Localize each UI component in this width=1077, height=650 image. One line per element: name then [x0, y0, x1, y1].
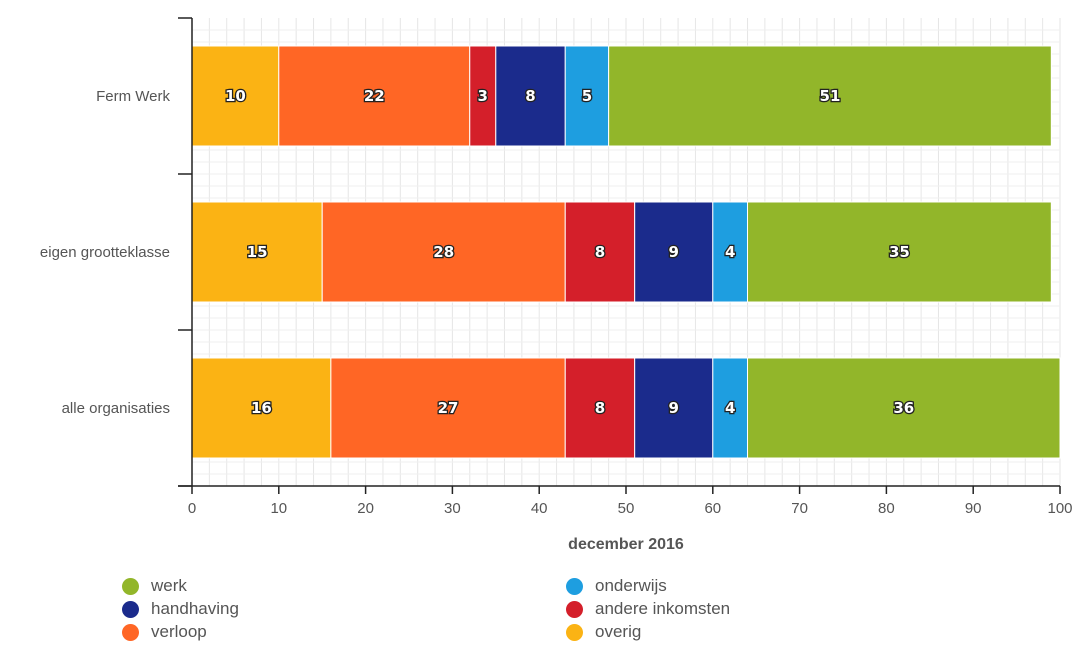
category-label: Ferm Werk	[96, 88, 170, 105]
x-tick-label: 80	[878, 500, 895, 517]
legend-label: onderwijs	[595, 576, 667, 595]
data-label: 27	[438, 399, 459, 417]
x-tick-label: 40	[531, 500, 548, 517]
legend-item-verloop[interactable]: verloop	[122, 622, 207, 642]
x-tick-label: 0	[188, 500, 196, 517]
bar-segment-onderwijs	[712, 201, 749, 303]
legend-marker-icon	[122, 623, 139, 641]
data-label: 15	[247, 243, 268, 261]
legend-item-onderwijs[interactable]: onderwijs	[566, 576, 667, 596]
data-label: 10	[225, 87, 246, 105]
category-label: alle organisaties	[62, 400, 170, 417]
bar-segment-handhaving	[634, 357, 714, 459]
bar-segment-verloop	[321, 201, 566, 303]
data-label: 36	[893, 399, 914, 417]
bar-segment-werk	[747, 357, 1061, 459]
legend-label: werk	[151, 576, 187, 595]
legend-label: overig	[595, 622, 642, 641]
legend-marker-icon	[566, 600, 583, 618]
data-label: 8	[595, 399, 605, 417]
x-tick-label: 90	[965, 500, 982, 517]
legend-label: handhaving	[151, 599, 239, 618]
data-label: 28	[433, 243, 454, 261]
legend-label: verloop	[151, 622, 207, 641]
bar-segment-werk	[747, 201, 1052, 303]
bar-segment-onderwijs	[712, 357, 749, 459]
legend-item-werk[interactable]: werk	[122, 576, 187, 596]
bar-segment-werk	[608, 45, 1052, 147]
data-label: 22	[364, 87, 385, 105]
x-tick-label: 20	[357, 500, 374, 517]
data-label: 5	[582, 87, 592, 105]
category-label: eigen grootteklasse	[40, 244, 170, 261]
legend-marker-icon	[566, 577, 583, 595]
legend-marker-icon	[122, 600, 139, 618]
x-tick-label: 70	[791, 500, 808, 517]
data-label: 8	[595, 243, 605, 261]
bar-segment-handhaving	[495, 45, 566, 147]
data-labels: 10 22 3 8 5 51 15 28 8 9 4 35 16 27 8 9 4 36	[224, 86, 916, 419]
data-label: 35	[889, 243, 910, 261]
data-label: 9	[669, 243, 679, 261]
bar-segment-verloop	[278, 45, 471, 147]
x-tick-label: 100	[1047, 500, 1072, 517]
bar-segment-overig	[191, 45, 280, 147]
x-axis-title: december 2016	[568, 536, 684, 553]
x-tick-label: 30	[444, 500, 461, 517]
bar-segment-andere-inkomsten	[469, 45, 497, 147]
x-tick-label: 10	[270, 500, 287, 517]
data-label: 9	[669, 399, 679, 417]
axes: Ferm Werk eigen grootteklasse alle organis…	[40, 17, 1073, 517]
bar-segment-onderwijs	[564, 45, 610, 147]
legend-item-handhaving[interactable]: handhaving	[122, 599, 239, 619]
legend-label: andere inkomsten	[595, 599, 731, 618]
data-label: 8	[525, 87, 535, 105]
legend-marker-icon	[122, 577, 139, 595]
bar-segment-andere-inkomsten	[564, 357, 636, 459]
bars	[191, 45, 1061, 459]
data-label: 51	[820, 87, 841, 105]
legend-item-andere-inkomsten[interactable]: andere inkomsten	[566, 599, 730, 619]
data-label: 3	[478, 87, 488, 105]
data-label: 4	[725, 243, 735, 261]
legend-marker-icon	[566, 623, 583, 641]
bar-segment-overig	[191, 201, 323, 303]
legend-item-overig[interactable]: overig	[566, 622, 641, 642]
bar-segment-verloop	[330, 357, 566, 459]
bar-segment-overig	[191, 357, 332, 459]
x-tick-label: 60	[704, 500, 721, 517]
data-label: 16	[251, 399, 272, 417]
bar-segment-andere-inkomsten	[564, 201, 636, 303]
x-tick-label: 50	[618, 500, 635, 517]
data-label: 4	[725, 399, 735, 417]
